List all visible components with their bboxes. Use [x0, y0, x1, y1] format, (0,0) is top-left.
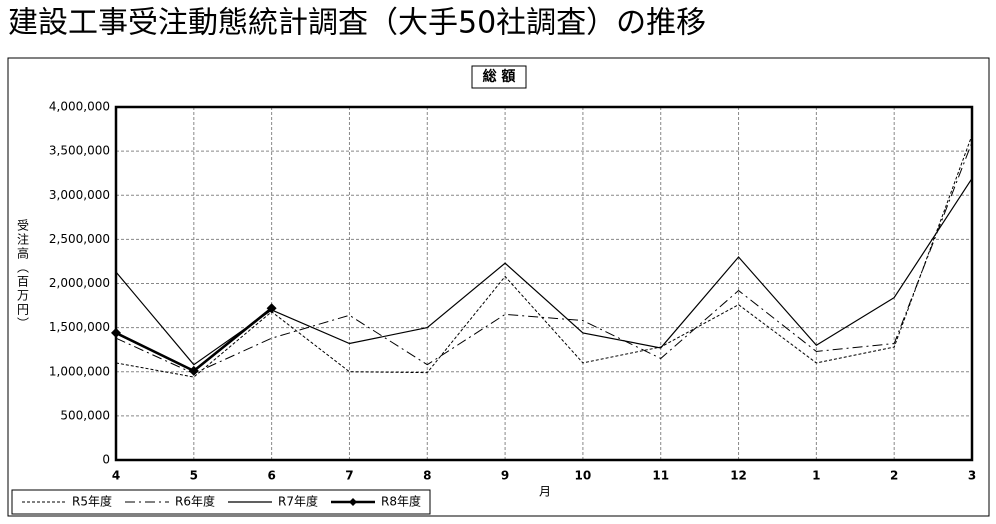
series-line: [115, 135, 973, 378]
legend-marker: [349, 498, 357, 506]
series-marker: [266, 303, 277, 314]
plot-frame: [114, 105, 974, 462]
x-tick-label: 3: [968, 469, 976, 483]
y-tick-label: 4,000,000: [49, 100, 110, 114]
x-tick-label: 1: [812, 469, 820, 483]
y-axis-label: 受注高（百万円）: [16, 219, 30, 331]
y-tick-label: 3,500,000: [49, 144, 110, 158]
y-tick-label: 500,000: [60, 408, 110, 422]
x-tick-label: 2: [890, 469, 898, 483]
legend-label: R7年度: [278, 494, 318, 509]
chart-frame: [7, 57, 990, 517]
y-tick-label: 1,500,000: [49, 320, 110, 334]
y-tick-label: 1,000,000: [49, 364, 110, 378]
x-tick-label: 5: [190, 469, 198, 483]
legend-label: R6年度: [175, 494, 215, 509]
x-tick-label: 4: [112, 469, 120, 483]
chart-title: 建設工事受注動態統計調査（大手50社調査）の推移: [8, 6, 706, 41]
y-tick-label: 0: [102, 453, 110, 467]
y-tick-label: 2,000,000: [49, 276, 110, 290]
x-tick-label: 12: [730, 469, 747, 483]
series-marker: [188, 365, 199, 376]
y-tick-label: 3,000,000: [49, 188, 110, 202]
series-line: [115, 142, 973, 375]
x-tick-label: 6: [267, 469, 275, 483]
legend-label: R5年度: [72, 494, 112, 509]
panel-label-box: [471, 65, 527, 89]
x-tick-label: 8: [423, 469, 431, 483]
series-marker: [111, 327, 121, 338]
x-tick-label: 11: [652, 469, 669, 483]
panel-label: 総 額: [483, 68, 516, 85]
y-tick-label: 2,500,000: [49, 232, 110, 246]
legend-label: R8年度: [381, 494, 421, 509]
x-tick-label: 10: [575, 469, 592, 483]
x-tick-label: 7: [345, 469, 353, 483]
x-axis-label: 月: [539, 485, 551, 499]
x-tick-label: 9: [501, 469, 509, 483]
